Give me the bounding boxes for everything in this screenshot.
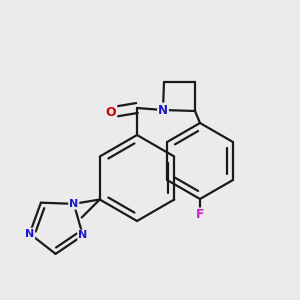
Text: N: N [158, 103, 168, 116]
Text: F: F [196, 208, 204, 221]
Text: N: N [78, 230, 88, 241]
Text: N: N [25, 229, 34, 238]
Text: N: N [69, 199, 78, 209]
Text: O: O [106, 106, 116, 118]
